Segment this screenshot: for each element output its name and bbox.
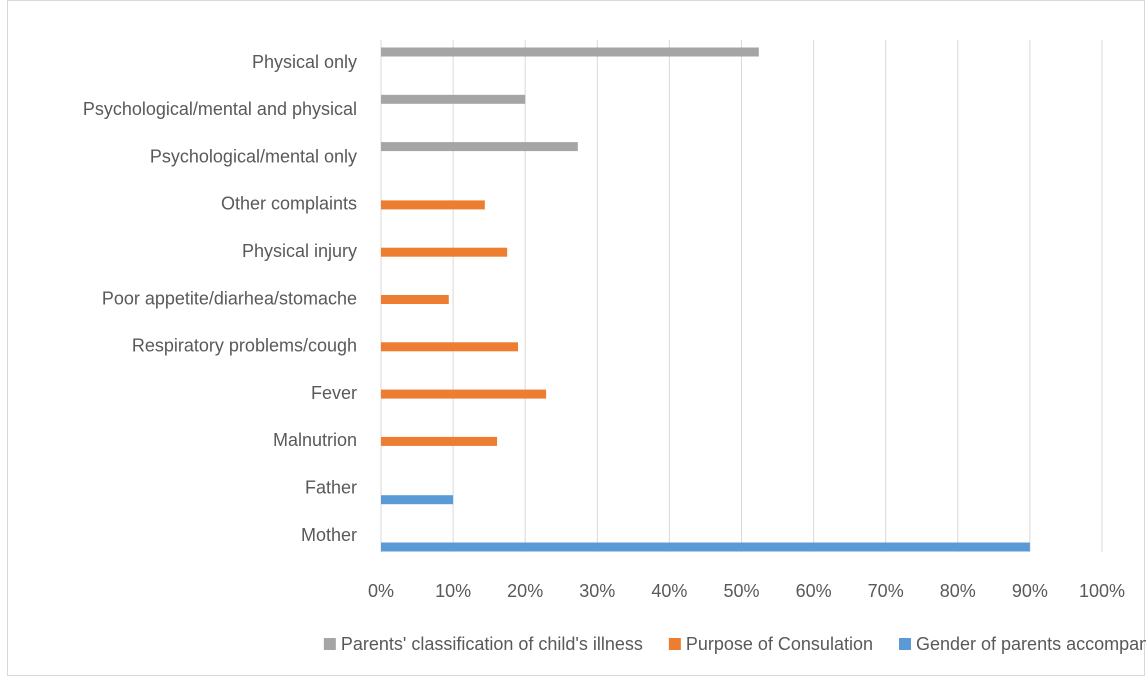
x-tick-label: 20% [507, 581, 543, 601]
bar [381, 47, 759, 57]
legend-label: Parents' classification of child's illne… [341, 634, 643, 654]
x-tick-label: 100% [1079, 581, 1125, 601]
x-tick-label: 90% [1012, 581, 1048, 601]
bar [381, 295, 449, 304]
bar [381, 495, 454, 505]
legend-swatch [668, 638, 681, 650]
legend-label: Purpose of Consulation [686, 634, 873, 654]
x-tick-label: 10% [435, 581, 471, 601]
x-tick-label: 70% [868, 581, 904, 601]
x-tick-label: 30% [579, 581, 615, 601]
x-tick-label: 80% [940, 581, 976, 601]
y-tick-label: Fever [311, 383, 357, 403]
y-tick-label: Physical only [252, 52, 357, 72]
y-tick-label: Physical injury [242, 241, 357, 261]
y-tick-label: Respiratory problems/cough [132, 336, 357, 356]
y-tick-label: Other complaints [221, 194, 357, 214]
y-tick-label: Psychological/mental and physical [83, 99, 357, 119]
y-tick-label: Psychological/mental only [150, 146, 357, 166]
y-tick-label: Malnutrion [273, 430, 357, 450]
legend-label: Gender of parents accompanied [916, 634, 1146, 654]
bar [381, 342, 518, 352]
y-tick-label: Poor appetite/diarhea/stomache [102, 288, 357, 308]
x-tick-label: 60% [796, 581, 832, 601]
x-tick-label: 50% [723, 581, 759, 601]
y-tick-label: Father [305, 477, 357, 497]
x-tick-label: 40% [651, 581, 687, 601]
bar [381, 200, 485, 210]
bar [381, 542, 1030, 552]
bar [381, 247, 508, 257]
bar [381, 389, 547, 399]
legend-swatch [898, 638, 911, 650]
legend-swatch [323, 638, 336, 650]
bar [381, 436, 498, 446]
x-tick-label: 0% [368, 581, 394, 601]
bar [381, 94, 526, 104]
chart-frame [7, 0, 1145, 676]
y-tick-label: Mother [301, 525, 357, 545]
bar [381, 142, 578, 152]
